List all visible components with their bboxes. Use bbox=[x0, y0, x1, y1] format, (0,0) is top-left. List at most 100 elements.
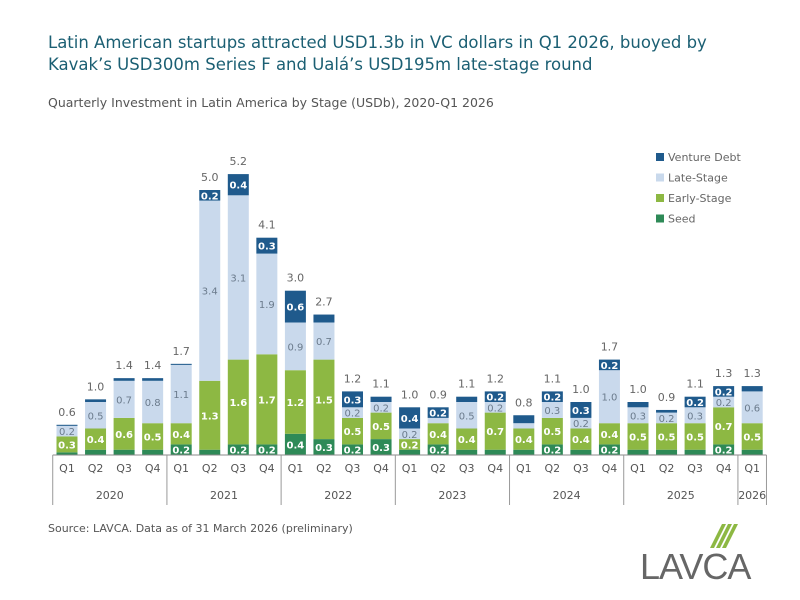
bar-segment-late-stage bbox=[85, 402, 107, 429]
segment-label: 0.2 bbox=[258, 446, 276, 457]
segment-label: 1.5 bbox=[315, 395, 333, 406]
segment-label: 0.7 bbox=[486, 427, 504, 438]
segment-label: 0.5 bbox=[629, 432, 647, 443]
bar-segment-late-stage bbox=[627, 407, 649, 424]
bar-segment-early-stage bbox=[570, 428, 592, 450]
legend-label: Late-Stage bbox=[668, 172, 728, 185]
legend-label: Early-Stage bbox=[668, 192, 732, 205]
bar-segment-venture-debt bbox=[656, 409, 678, 413]
bar-segment-late-stage bbox=[684, 407, 706, 424]
bar-segment-seed bbox=[427, 444, 449, 455]
bar-segment-venture-debt bbox=[513, 415, 535, 424]
segment-label: 0.5 bbox=[686, 432, 704, 443]
bar-segment-late-stage bbox=[170, 364, 192, 424]
segment-label: 0.9 bbox=[287, 342, 303, 353]
total-label: 5.0 bbox=[201, 171, 219, 184]
x-tick-label: Q2 bbox=[659, 462, 675, 475]
bar-segment-seed bbox=[170, 444, 192, 455]
bar-segment-early-stage bbox=[513, 428, 535, 450]
bar-segment-seed bbox=[684, 449, 706, 455]
legend-label: Seed bbox=[668, 213, 696, 226]
segment-label: 0.5 bbox=[543, 427, 561, 438]
bar-segment-venture-debt bbox=[713, 386, 735, 397]
bar-segment-venture-debt bbox=[598, 359, 620, 371]
bar-segment-early-stage bbox=[342, 417, 363, 445]
segment-label: 0.4 bbox=[601, 430, 619, 441]
lavca-logo: LAVCA bbox=[640, 524, 780, 588]
bar-segment-seed bbox=[227, 444, 249, 455]
total-label: 1.0 bbox=[629, 383, 647, 396]
total-label: 1.4 bbox=[115, 359, 133, 372]
segment-label: 0.2 bbox=[229, 446, 247, 457]
bar-segment-late-stage bbox=[113, 380, 135, 418]
bar-segment-venture-debt bbox=[199, 190, 221, 201]
x-tick-label: Q3 bbox=[459, 462, 475, 475]
bar-segment-early-stage bbox=[199, 380, 221, 450]
segment-label: 0.7 bbox=[715, 422, 733, 433]
x-tick-label: Q4 bbox=[487, 462, 503, 475]
segment-label: 1.0 bbox=[601, 393, 617, 404]
segment-label: 1.2 bbox=[287, 398, 305, 409]
bar-segment-early-stage bbox=[170, 423, 192, 445]
bar-segment-early-stage bbox=[456, 428, 478, 450]
segment-label: 1.6 bbox=[229, 398, 247, 409]
segment-label: 0.2 bbox=[373, 403, 389, 414]
bar-segment-early-stage bbox=[427, 423, 449, 445]
bar-segment-late-stage bbox=[713, 396, 735, 408]
logo-text: LAVCA bbox=[640, 546, 751, 587]
segment-label: 0.2 bbox=[201, 191, 219, 202]
segment-label: 0.4 bbox=[572, 435, 590, 446]
segment-label: 0.4 bbox=[458, 435, 476, 446]
year-label: 2025 bbox=[667, 489, 695, 502]
x-tick-label: Q3 bbox=[116, 462, 132, 475]
segment-label: 0.2 bbox=[686, 398, 704, 409]
bar-segment-early-stage bbox=[399, 439, 421, 450]
bar-segment-venture-debt bbox=[399, 407, 421, 429]
total-label: 0.9 bbox=[658, 391, 676, 404]
bar-segment-late-stage bbox=[313, 322, 335, 360]
chart-subtitle: Quarterly Investment in Latin America by… bbox=[48, 95, 494, 110]
year-label: 2020 bbox=[96, 489, 124, 502]
segment-label: 0.3 bbox=[58, 440, 76, 451]
bar-segment-seed bbox=[313, 439, 335, 455]
bar-segment-seed bbox=[370, 439, 392, 455]
bar-segment-seed bbox=[541, 444, 563, 455]
total-label: 1.0 bbox=[572, 383, 590, 396]
x-tick-label: Q1 bbox=[173, 462, 189, 475]
segment-label: 1.9 bbox=[259, 300, 275, 311]
segment-label: 0.2 bbox=[486, 393, 504, 404]
segment-label: 0.3 bbox=[372, 443, 390, 454]
bar-segment-venture-debt bbox=[627, 402, 649, 408]
bar-segment-seed bbox=[85, 449, 107, 455]
segment-label: 0.2 bbox=[601, 446, 619, 457]
x-tick-label: Q4 bbox=[373, 462, 389, 475]
segment-label: 0.2 bbox=[715, 446, 733, 457]
total-label: 1.7 bbox=[601, 341, 619, 354]
bar-segment-early-stage bbox=[113, 417, 135, 450]
segment-label: 0.4 bbox=[429, 430, 447, 441]
bar-segment-seed bbox=[627, 449, 649, 455]
chart-title: Latin American startups attracted USD1.3… bbox=[48, 33, 707, 74]
segment-label: 3.4 bbox=[202, 287, 218, 298]
year-label: 2021 bbox=[210, 489, 238, 502]
year-label: 2026 bbox=[738, 489, 766, 502]
bar-segment-late-stage bbox=[199, 200, 221, 381]
bar-segment-late-stage bbox=[284, 322, 306, 371]
total-label: 0.6 bbox=[58, 406, 76, 419]
bar-segment-seed bbox=[284, 433, 306, 455]
bar-segment-seed bbox=[113, 449, 135, 455]
bar-segment-early-stage bbox=[656, 423, 678, 450]
total-label: 0.8 bbox=[515, 396, 533, 409]
bar-segment-early-stage bbox=[484, 412, 506, 450]
year-label: 2024 bbox=[553, 489, 581, 502]
x-tick-label: Q4 bbox=[716, 462, 732, 475]
total-label: 1.3 bbox=[715, 367, 733, 380]
bar-segment-late-stage bbox=[399, 428, 421, 440]
x-tick-label: Q2 bbox=[545, 462, 561, 475]
total-label: 1.0 bbox=[401, 388, 419, 401]
x-tick-label: Q1 bbox=[402, 462, 418, 475]
x-tick-label: Q4 bbox=[145, 462, 161, 475]
total-label: 1.4 bbox=[144, 359, 162, 372]
total-label: 1.0 bbox=[87, 380, 105, 393]
